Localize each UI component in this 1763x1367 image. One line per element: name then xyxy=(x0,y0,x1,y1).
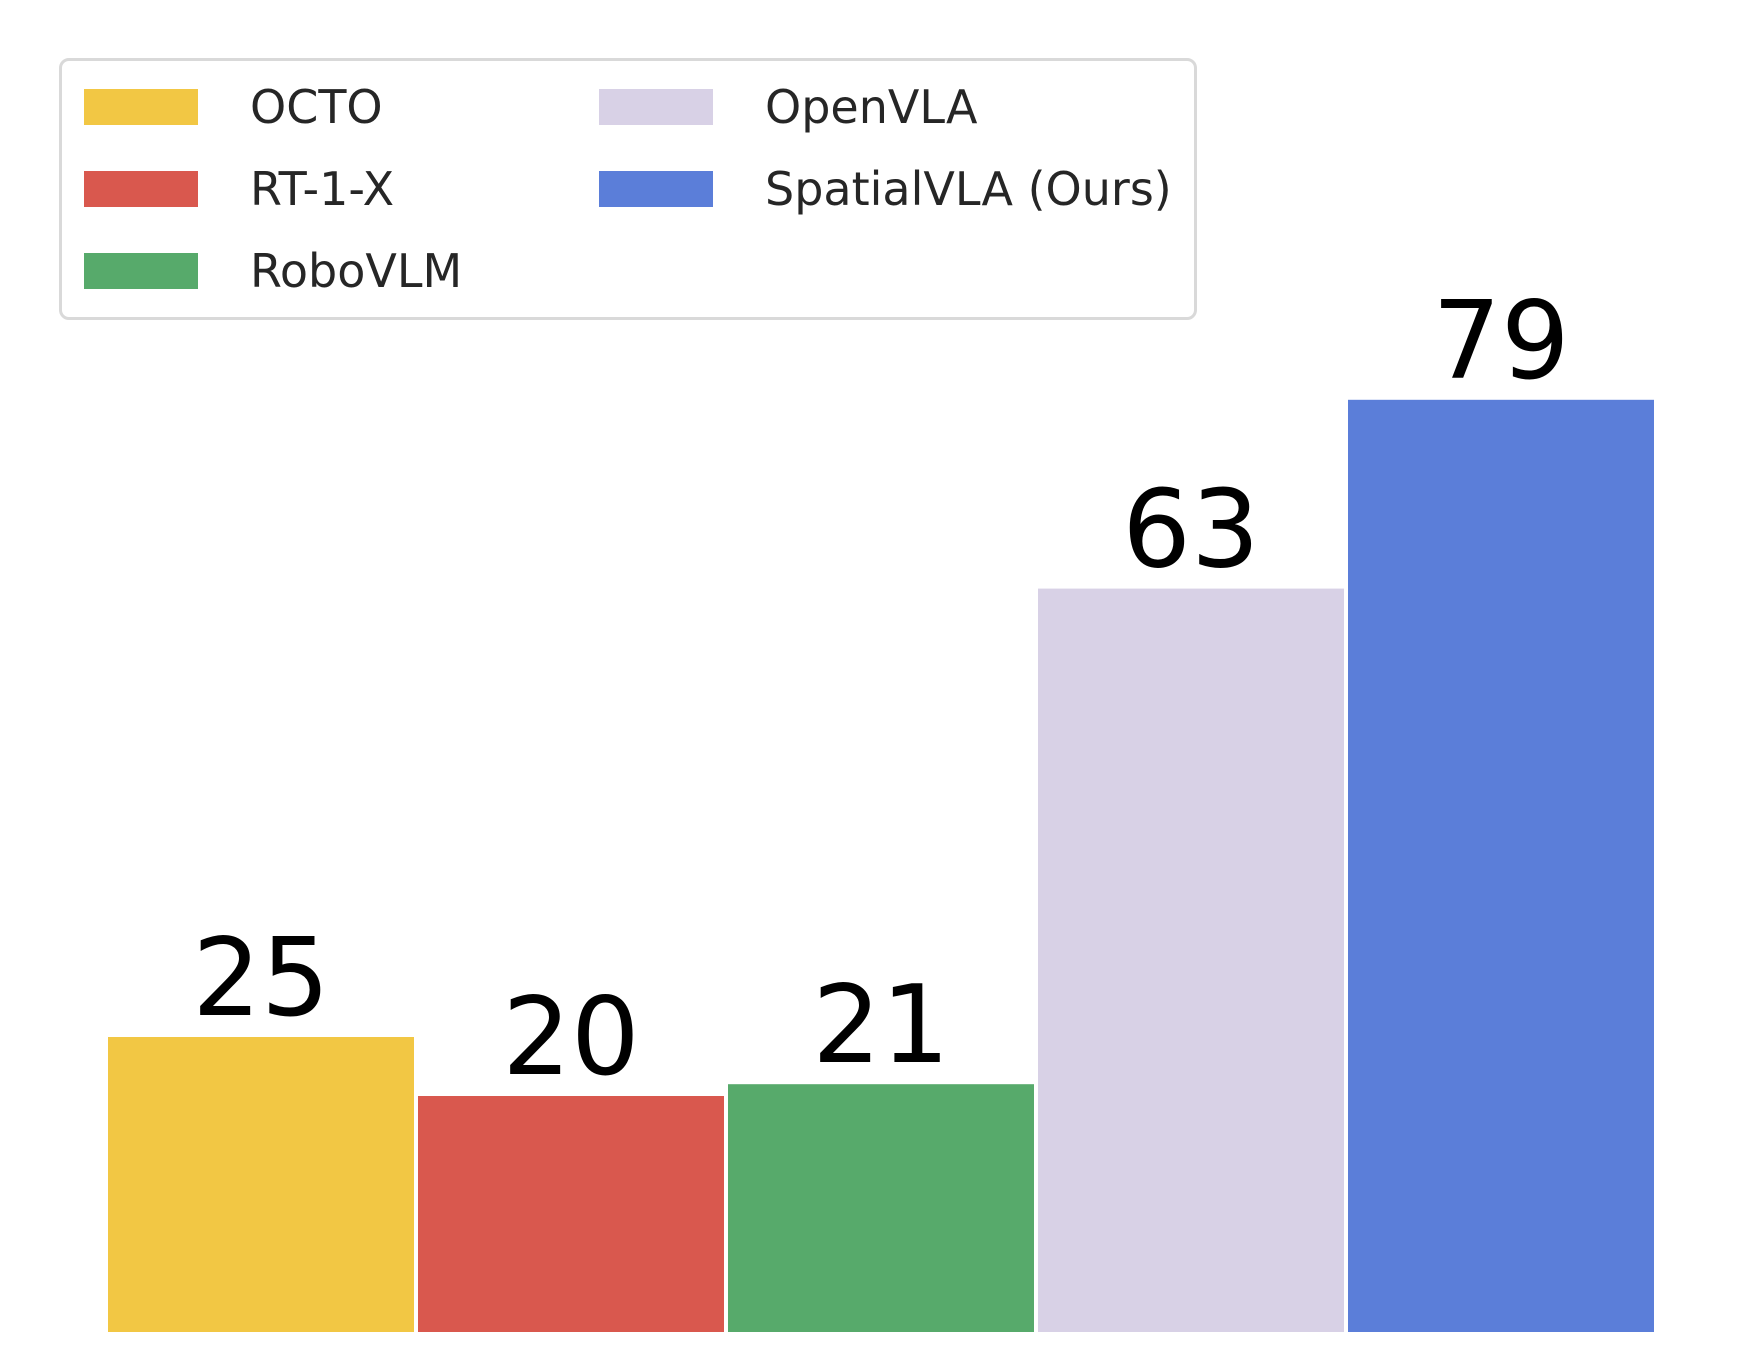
value-labels-group: 25 20 21 63 79 xyxy=(192,279,1569,1100)
bar-openvla xyxy=(1038,588,1344,1332)
legend-swatch-octo xyxy=(84,89,198,125)
value-label-octo: 25 xyxy=(192,916,329,1041)
legend-label-octo: OCTO xyxy=(250,80,383,134)
bar-robovlm xyxy=(728,1084,1034,1332)
bars-group xyxy=(108,399,1654,1332)
legend-item-openvla: OpenVLA xyxy=(599,77,977,137)
legend-item-robovlm: RoboVLM xyxy=(84,241,462,301)
legend-label-spatialvla-ours: SpatialVLA (Ours) xyxy=(765,162,1172,216)
legend-item-spatialvla-ours: SpatialVLA (Ours) xyxy=(599,159,1172,219)
value-label-robovlm: 21 xyxy=(812,963,949,1088)
legend-label-openvla: OpenVLA xyxy=(765,80,978,134)
legend-swatch-rt-1-x xyxy=(84,171,198,207)
legend-item-octo: OCTO xyxy=(84,77,383,137)
legend-label-robovlm: RoboVLM xyxy=(250,244,463,298)
value-label-openvla: 63 xyxy=(1122,468,1259,593)
bar-rt-1-x xyxy=(418,1096,724,1332)
legend-label-rt-1-x: RT-1-X xyxy=(250,162,395,216)
legend-item-rt-1-x: RT-1-X xyxy=(84,159,394,219)
value-label-spatialvla-ours: 79 xyxy=(1432,279,1569,404)
legend-swatch-openvla xyxy=(599,89,713,125)
legend-swatch-robovlm xyxy=(84,253,198,289)
bar-octo xyxy=(108,1037,414,1332)
legend-swatch-spatialvla-ours xyxy=(599,171,713,207)
legend: OCTO RT-1-X RoboVLM OpenVLA SpatialVLA (Ours… xyxy=(59,58,1197,320)
bar-spatialvla-ours xyxy=(1348,399,1654,1332)
value-label-rt-1-x: 20 xyxy=(502,975,639,1100)
